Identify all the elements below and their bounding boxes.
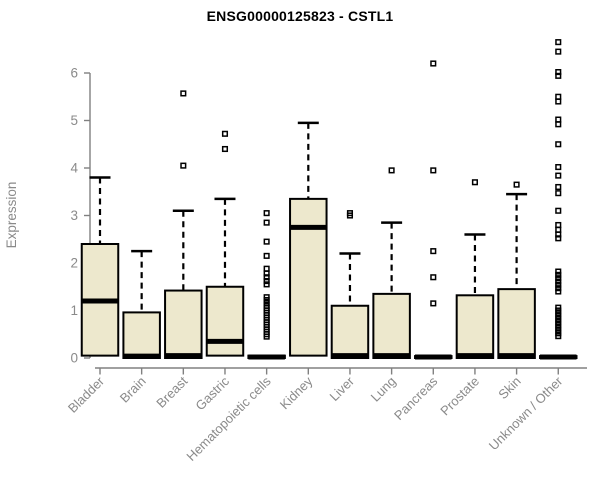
- outlier-point: [555, 164, 562, 171]
- iqr-box: [164, 289, 203, 359]
- x-tick-label-kidney: Kidney: [277, 373, 316, 412]
- outlier-point: [180, 90, 187, 97]
- outlier-point: [555, 207, 562, 214]
- outlier-point: [555, 271, 562, 278]
- outlier-point: [430, 167, 437, 174]
- outlier-point: [263, 238, 270, 245]
- x-tick-label-skin: Skin: [495, 374, 523, 402]
- y-tick-label: 5: [70, 113, 78, 128]
- outlier-point: [555, 281, 562, 288]
- outlier-point: [555, 39, 562, 46]
- boxplot-hematopoietic-cells: [247, 210, 286, 360]
- boxplot-skin: [497, 181, 536, 359]
- outlier-point: [263, 281, 270, 288]
- outlier-point: [430, 248, 437, 255]
- outlier-point: [263, 265, 270, 272]
- outlier-point: [221, 145, 229, 153]
- boxplot-breast: [164, 90, 203, 359]
- y-tick-label: 1: [70, 303, 78, 318]
- iqr-box: [289, 197, 328, 357]
- outlier-point: [263, 278, 270, 285]
- outlier-point: [430, 300, 437, 307]
- outlier-point: [555, 221, 562, 229]
- y-axis-title: Expression: [4, 182, 19, 249]
- iqr-box: [497, 288, 536, 359]
- outlier-point: [555, 93, 562, 100]
- outlier-point: [555, 48, 562, 55]
- outlier-point: [555, 172, 562, 179]
- x-tick-label-bladder: Bladder: [65, 373, 108, 416]
- outlier-point: [555, 268, 562, 275]
- x-tick-label-brain: Brain: [117, 374, 149, 406]
- outlier-point: [263, 274, 270, 281]
- boxes-group: [80, 39, 578, 360]
- outlier-point: [555, 98, 562, 105]
- boxplot-pancreas: [414, 60, 453, 360]
- outlier-point: [263, 294, 270, 301]
- outlier-point: [555, 275, 562, 282]
- y-tick-label: 6: [70, 66, 78, 81]
- y-tick-label: 0: [70, 351, 78, 366]
- outlier-point: [555, 285, 562, 292]
- boxplot-prostate: [455, 179, 495, 359]
- outlier-point: [388, 167, 395, 174]
- chart-title: ENSG00000125823 - CSTL1: [206, 8, 394, 24]
- outlier-point: [471, 179, 478, 186]
- iqr-box: [205, 285, 245, 357]
- boxplot-lung: [372, 167, 411, 359]
- boxplot-brain: [122, 249, 161, 359]
- x-tick-label-prostate: Prostate: [437, 374, 482, 419]
- outlier-point: [555, 235, 562, 242]
- x-tick-label-breast: Breast: [153, 373, 190, 410]
- boxplot-liver: [330, 210, 370, 359]
- outlier-point: [555, 121, 562, 128]
- x-tick-label-gastric: Gastric: [192, 373, 232, 413]
- outlier-point: [555, 190, 562, 197]
- iqr-box: [372, 292, 411, 359]
- x-tick-label-lung: Lung: [368, 374, 399, 405]
- outlier-point: [346, 210, 354, 217]
- outlier-point: [430, 60, 437, 67]
- x-tick-label-liver: Liver: [327, 373, 358, 404]
- outlier-point: [263, 219, 270, 226]
- y-tick-label: 4: [70, 161, 78, 176]
- outlier-point: [555, 288, 562, 295]
- outlier-point: [430, 274, 437, 281]
- outlier-point: [555, 116, 562, 123]
- outlier-point: [555, 231, 562, 238]
- outlier-point: [555, 278, 562, 285]
- outlier-point: [263, 270, 270, 277]
- outlier-point: [555, 69, 562, 76]
- boxplot-unknown-other: [539, 39, 578, 360]
- x-tick-label-unknown-other: Unknown / Other: [486, 373, 566, 453]
- outlier-point: [555, 226, 562, 233]
- iqr-box: [455, 294, 495, 359]
- outlier-point: [555, 72, 562, 79]
- x-tick-label-pancreas: Pancreas: [391, 373, 441, 423]
- y-tick-label: 3: [70, 208, 78, 223]
- boxplot-kidney: [289, 121, 328, 357]
- outlier-point: [555, 141, 562, 148]
- outlier-point: [513, 181, 520, 188]
- outlier-point: [180, 162, 187, 169]
- boxplot-gastric: [205, 130, 245, 357]
- iqr-box: [330, 304, 370, 359]
- y-tick-label: 2: [70, 256, 78, 271]
- boxplot-bladder: [80, 176, 120, 357]
- outlier-point: [263, 252, 270, 259]
- outlier-point: [263, 210, 270, 217]
- outlier-point: [555, 304, 562, 311]
- iqr-box: [122, 311, 161, 359]
- outlier-point: [221, 130, 229, 137]
- outlier-point: [555, 183, 562, 191]
